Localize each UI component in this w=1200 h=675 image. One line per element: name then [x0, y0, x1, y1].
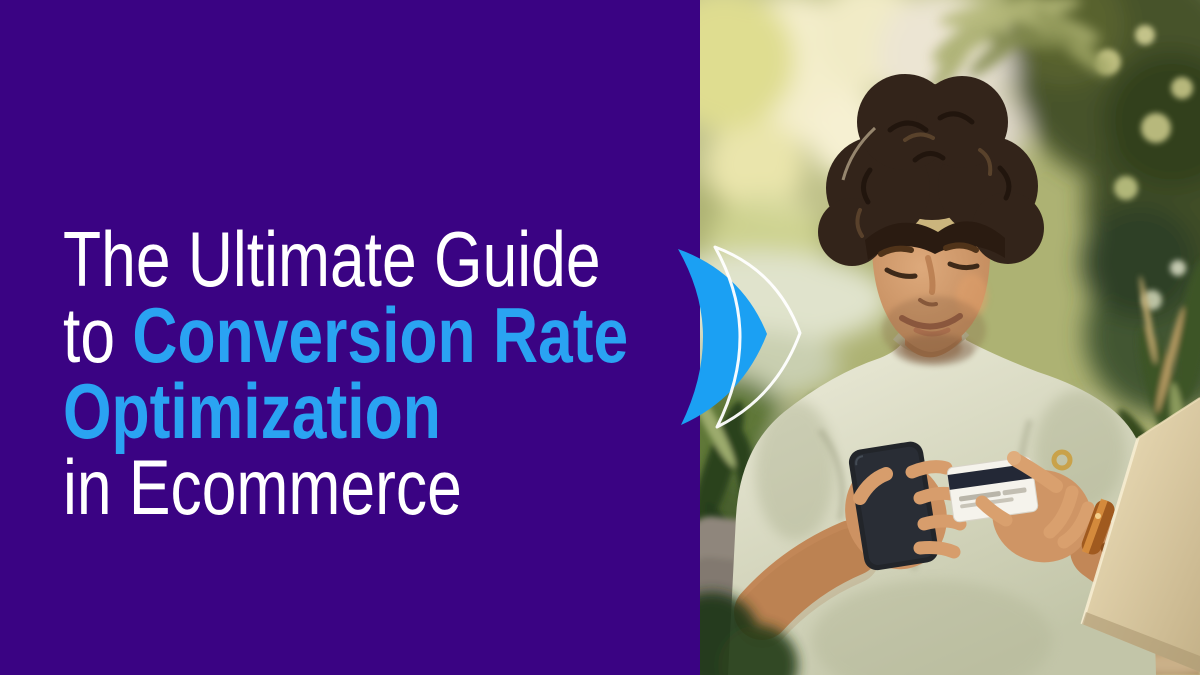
eye [947, 261, 980, 271]
headline-text-accent: Optimization [63, 367, 441, 455]
forearm [734, 520, 880, 640]
foreground-foliage [700, 592, 798, 675]
watch [1081, 498, 1115, 555]
palm-fronds [930, 0, 1110, 94]
left-arm-phone [734, 441, 967, 648]
nose [925, 255, 936, 295]
headline-line-2: to Conversion Rate [63, 296, 628, 374]
ring [1051, 449, 1073, 471]
arrow-icon [678, 249, 767, 425]
title-panel: The Ultimate Guide to Conversion Rate Op… [63, 220, 629, 526]
headline-text-accent: Conversion Rate [132, 291, 629, 379]
arrow-overlay [678, 245, 802, 429]
headline-line-3: Optimization [63, 372, 628, 450]
headline: The Ultimate Guide to Conversion Rate Op… [63, 220, 628, 526]
headline-line-4: in Ecommerce [63, 448, 628, 526]
headline-text-light: to [63, 291, 133, 379]
eye [884, 267, 918, 279]
fingers [853, 460, 967, 559]
headline-text-light: The Ultimate Guide [63, 215, 601, 303]
hair [818, 74, 1044, 266]
headline-text-light: in Ecommerce [63, 443, 462, 531]
fingers [975, 453, 1095, 549]
eyebrow [943, 242, 979, 253]
headline-line-1: The Ultimate Guide [63, 220, 628, 298]
arrow-outline-icon [713, 245, 802, 429]
eyebrow [878, 245, 914, 257]
laptop-screen [1080, 397, 1200, 672]
hair-curls [861, 111, 1012, 205]
photo-panel [700, 0, 1200, 675]
photo-illustration [700, 0, 1200, 675]
